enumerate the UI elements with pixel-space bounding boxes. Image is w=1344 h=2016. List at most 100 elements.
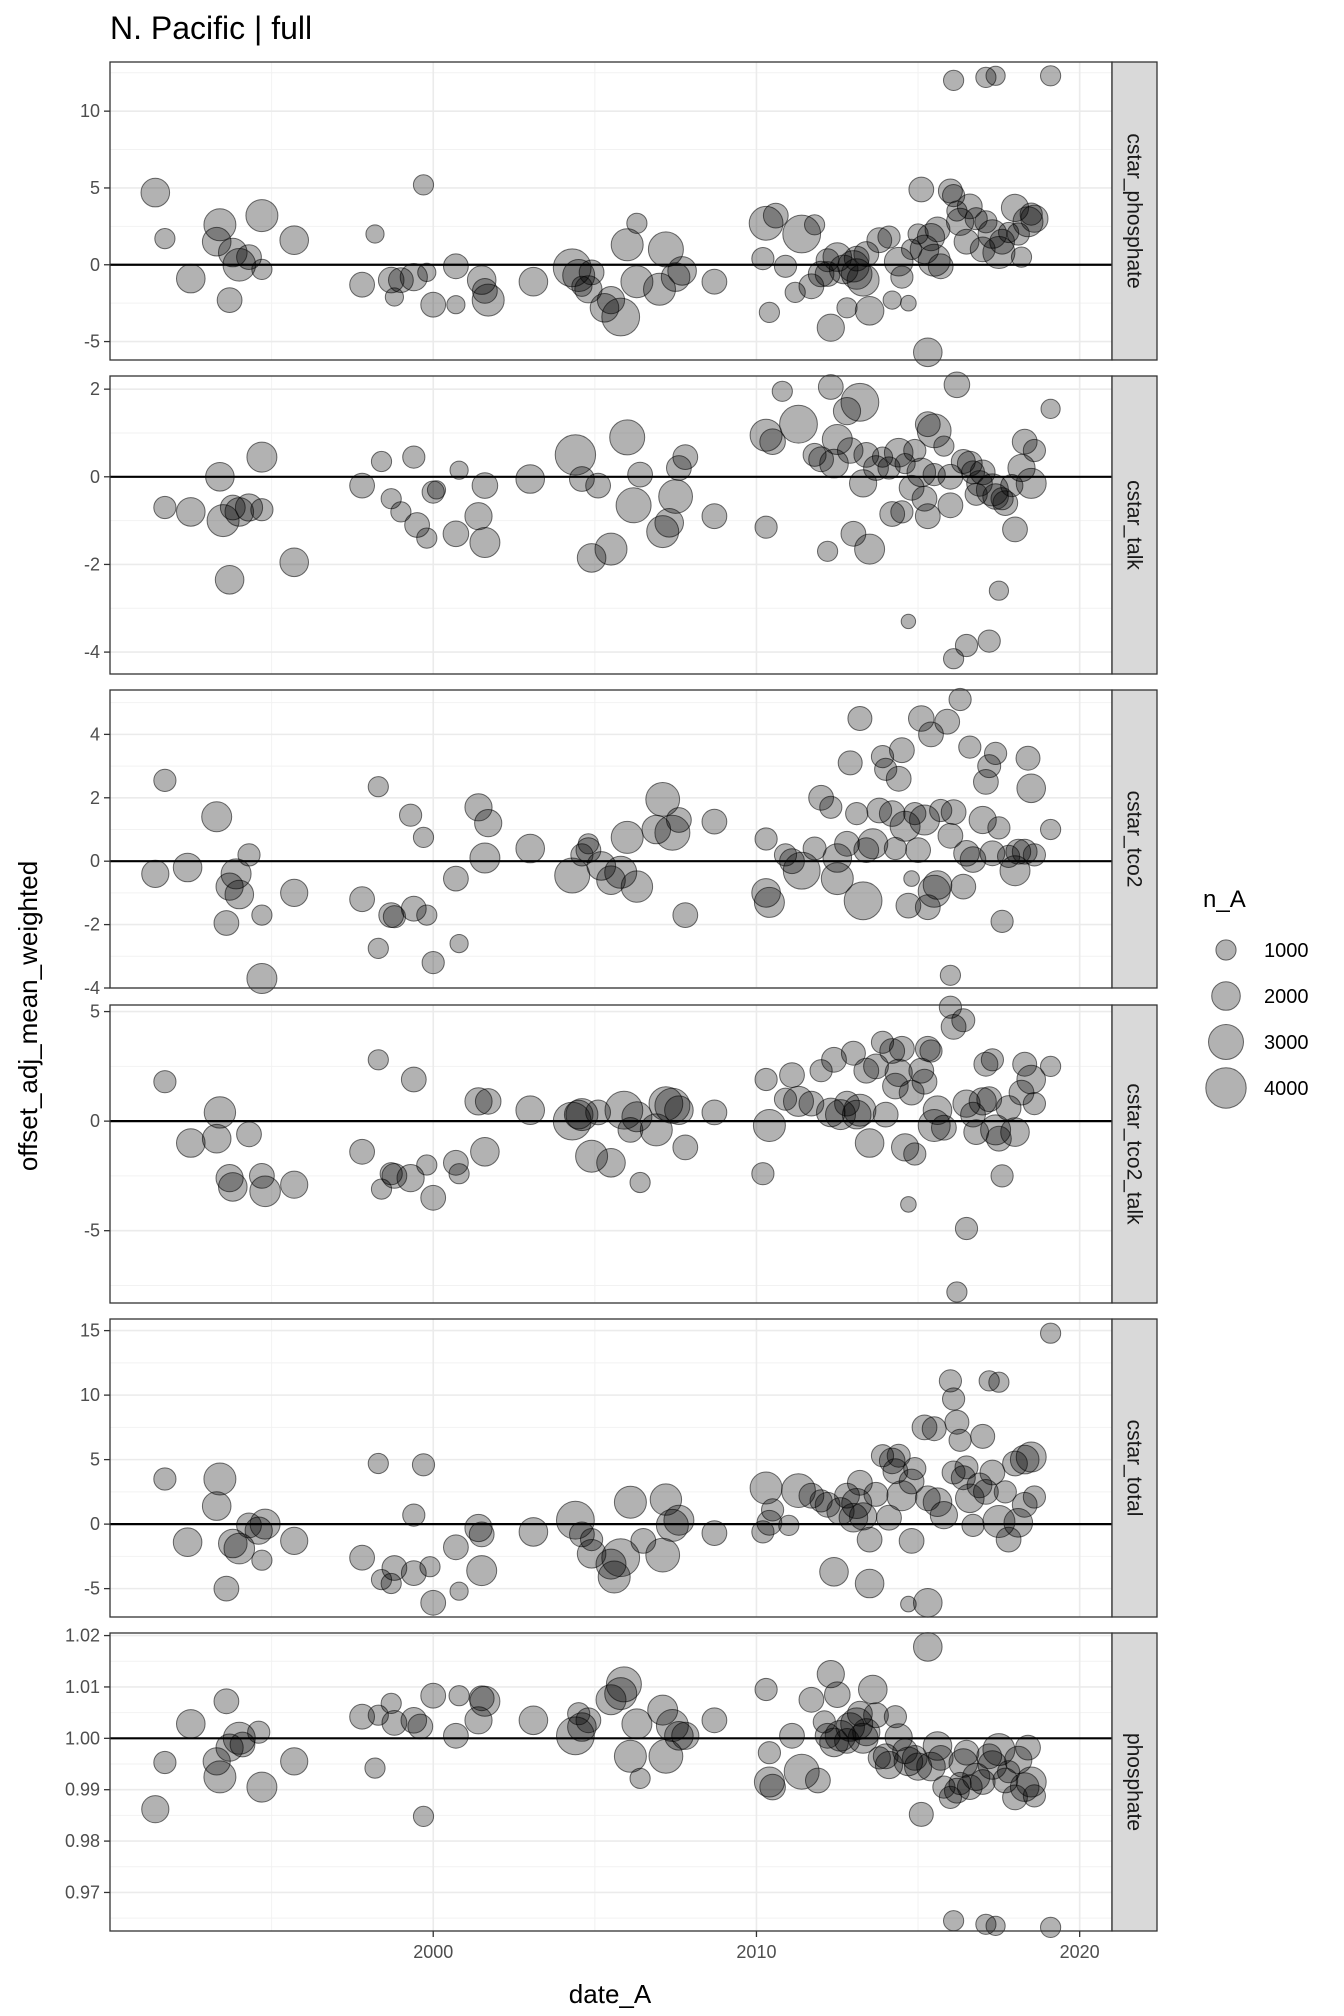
data-point bbox=[870, 1030, 895, 1054]
data-point bbox=[898, 1079, 925, 1106]
data-point bbox=[779, 1062, 805, 1088]
data-point bbox=[984, 741, 1008, 766]
data-point bbox=[986, 1125, 1012, 1152]
data-point bbox=[1010, 246, 1033, 268]
data-point bbox=[911, 485, 938, 512]
data-point bbox=[396, 1164, 425, 1193]
data-point bbox=[701, 268, 728, 295]
data-point bbox=[979, 840, 1006, 867]
data-point bbox=[917, 243, 951, 277]
data-point bbox=[882, 1458, 909, 1485]
data-point bbox=[236, 244, 262, 271]
y-tick-label: 2 bbox=[90, 788, 100, 808]
data-point bbox=[820, 862, 854, 896]
facet-strip-label: cstar_talk bbox=[1123, 480, 1146, 570]
data-point bbox=[1040, 398, 1061, 419]
data-point bbox=[201, 1123, 232, 1154]
data-point bbox=[279, 225, 310, 255]
data-point bbox=[874, 757, 898, 781]
data-point bbox=[585, 1099, 611, 1126]
data-point bbox=[989, 228, 1015, 255]
data-point bbox=[464, 1706, 493, 1735]
data-point bbox=[886, 1443, 911, 1468]
data-point bbox=[751, 247, 775, 271]
data-point bbox=[911, 1068, 938, 1095]
data-point bbox=[816, 1660, 845, 1689]
data-point bbox=[954, 1216, 979, 1241]
data-point bbox=[567, 1712, 597, 1742]
facet-strip-label: cstar_phosphate bbox=[1123, 133, 1146, 288]
data-point bbox=[853, 442, 880, 468]
data-point bbox=[856, 1526, 883, 1553]
data-point bbox=[805, 1767, 831, 1794]
data-point bbox=[443, 865, 469, 892]
data-point bbox=[411, 1453, 436, 1477]
data-point bbox=[621, 1101, 653, 1133]
data-point bbox=[808, 446, 834, 473]
data-point bbox=[836, 437, 864, 464]
data-point bbox=[400, 1066, 427, 1093]
data-point bbox=[585, 472, 611, 499]
data-point bbox=[565, 1098, 599, 1132]
data-point bbox=[866, 227, 893, 254]
data-point bbox=[843, 1093, 877, 1127]
data-point bbox=[576, 1539, 607, 1569]
y-tick-label: 0 bbox=[90, 1111, 100, 1131]
data-point bbox=[176, 263, 206, 294]
data-point bbox=[929, 1501, 959, 1530]
data-point bbox=[922, 1095, 953, 1125]
data-point bbox=[576, 543, 607, 573]
data-point bbox=[469, 527, 501, 558]
data-point bbox=[948, 687, 972, 712]
y-tick-label: 0.97 bbox=[65, 1882, 100, 1902]
panel-cstar_total: -5 0 5 10 15 cstar_total bbox=[80, 1318, 1158, 1618]
y-tick-label: 1.02 bbox=[65, 1626, 100, 1646]
data-point bbox=[759, 428, 786, 456]
data-point bbox=[420, 1589, 447, 1616]
data-point bbox=[596, 865, 626, 896]
data-point bbox=[824, 1681, 851, 1708]
data-point bbox=[442, 520, 470, 548]
data-point bbox=[817, 540, 839, 562]
data-point bbox=[1009, 1444, 1040, 1475]
data-point bbox=[629, 1767, 651, 1790]
data-point bbox=[1022, 1092, 1047, 1116]
data-point bbox=[879, 501, 906, 527]
data-point bbox=[246, 441, 278, 473]
data-point bbox=[468, 1521, 495, 1548]
data-point bbox=[247, 1720, 271, 1744]
data-point bbox=[783, 1753, 820, 1790]
y-tick-label: -2 bbox=[84, 915, 100, 935]
data-point bbox=[201, 226, 232, 257]
data-point bbox=[814, 1722, 841, 1749]
data-point bbox=[854, 1568, 885, 1599]
data-point bbox=[874, 1750, 904, 1780]
data-point bbox=[556, 1500, 595, 1540]
data-point bbox=[884, 1058, 913, 1088]
data-point bbox=[443, 1534, 469, 1561]
data-point bbox=[244, 1516, 273, 1545]
data-point bbox=[349, 1544, 376, 1571]
data-point bbox=[988, 1371, 1010, 1393]
data-point bbox=[974, 210, 998, 234]
data-point bbox=[407, 1713, 434, 1740]
data-point bbox=[377, 266, 405, 294]
data-point bbox=[349, 1138, 376, 1165]
data-point bbox=[449, 1581, 469, 1601]
data-point bbox=[1005, 838, 1032, 865]
data-point bbox=[804, 214, 826, 236]
data-point bbox=[474, 1088, 502, 1115]
data-point bbox=[883, 1705, 908, 1729]
data-point bbox=[1000, 1117, 1030, 1147]
data-point bbox=[229, 1731, 256, 1758]
facet-strip bbox=[1111, 375, 1158, 675]
data-point bbox=[876, 1504, 902, 1531]
data-point bbox=[840, 1040, 866, 1066]
data-point bbox=[990, 1164, 1014, 1188]
data-point bbox=[753, 886, 785, 918]
data-point bbox=[903, 1142, 927, 1166]
panel-background bbox=[110, 1319, 1112, 1617]
data-point bbox=[938, 995, 963, 1019]
data-point bbox=[973, 769, 999, 795]
